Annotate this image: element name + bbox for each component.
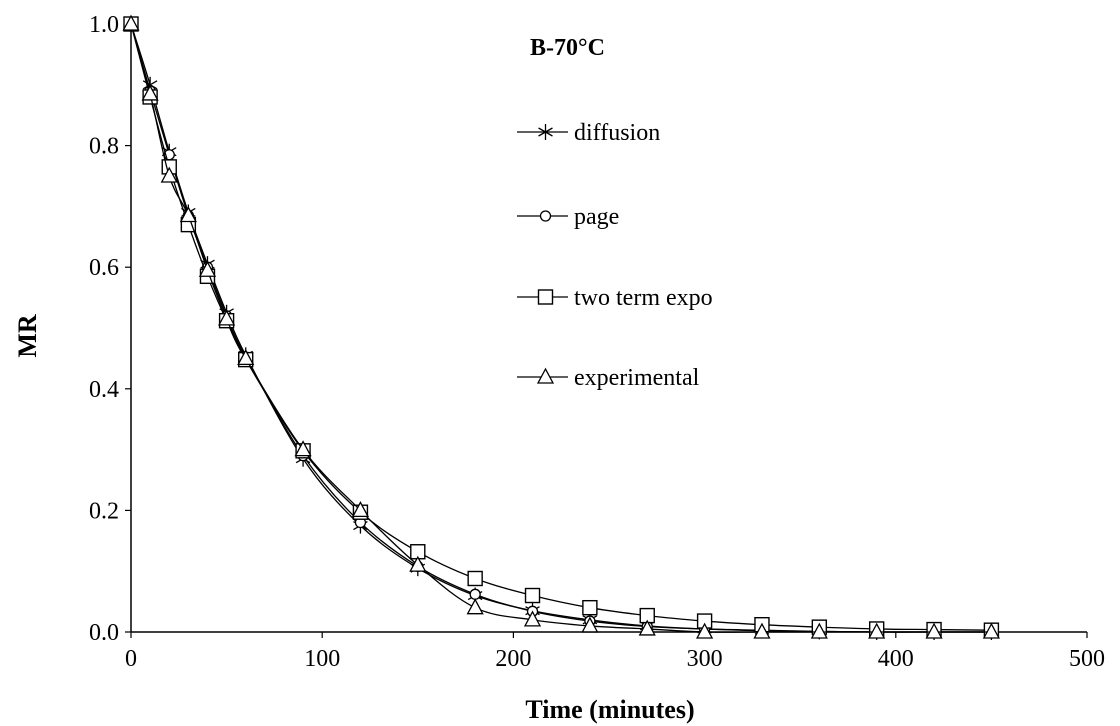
legend-item: diffusion <box>517 120 660 146</box>
legend-label: page <box>574 204 619 230</box>
legend-marker <box>538 124 553 140</box>
data-point <box>524 587 541 604</box>
x-tick-label: 100 <box>304 646 340 672</box>
data-point <box>638 619 656 636</box>
series-line <box>130 23 992 633</box>
y-tick-label: 0.0 <box>89 620 119 646</box>
series-layer <box>122 14 1000 640</box>
data-point <box>925 622 943 639</box>
data-point <box>868 622 886 639</box>
y-tick-label: 0.4 <box>89 377 119 403</box>
legend-item: two term expo <box>517 285 713 311</box>
data-point <box>467 570 483 587</box>
x-tick-label: 0 <box>125 646 137 672</box>
series-experimental <box>122 14 1000 639</box>
data-point <box>753 622 771 639</box>
x-tick-label: 500 <box>1069 646 1105 672</box>
data-point <box>469 588 481 600</box>
y-tick-label: 1.0 <box>89 12 119 38</box>
axes: 0.0 0.2 0.4 0.6 0.8 1.0 0 100 200 300 400 500 <box>89 12 1105 672</box>
data-point <box>237 349 255 366</box>
legend-label: two term expo <box>574 285 713 311</box>
legend-item: page <box>517 204 619 230</box>
legend-marker <box>536 367 555 384</box>
legend: diffusion page two term expo experimental <box>517 120 713 391</box>
legend-marker <box>537 289 554 305</box>
data-point <box>409 555 427 572</box>
y-tick-label: 0.6 <box>89 255 119 281</box>
y-tick-label: 0.2 <box>89 498 119 524</box>
series-line <box>130 23 992 633</box>
series-line <box>130 23 992 631</box>
data-point <box>141 84 159 101</box>
data-point <box>160 166 178 183</box>
series-two-term-expo <box>123 16 1000 638</box>
data-point <box>581 616 599 633</box>
data-point <box>466 598 484 615</box>
data-point <box>294 440 312 457</box>
x-tick-label: 400 <box>878 646 914 672</box>
data-point <box>982 622 1000 639</box>
data-point <box>218 309 236 326</box>
data-point <box>582 599 598 616</box>
data-point <box>810 622 828 639</box>
legend-item: experimental <box>517 365 700 391</box>
data-point <box>696 622 714 639</box>
series-diffusion <box>123 16 999 640</box>
legend-marker <box>539 210 552 222</box>
legend-label: diffusion <box>574 120 660 146</box>
series-page <box>125 18 998 638</box>
series-line <box>130 23 992 633</box>
data-point <box>198 260 217 277</box>
data-point <box>351 501 370 518</box>
x-axis-title: Time (minutes) <box>525 695 694 724</box>
data-point <box>122 14 140 31</box>
y-axis-title: MR <box>13 314 42 358</box>
legend-label: experimental <box>574 365 700 391</box>
chart-title: B-70°C <box>530 35 605 61</box>
x-tick-label: 300 <box>687 646 723 672</box>
y-tick-label: 0.8 <box>89 134 119 160</box>
data-point <box>523 610 542 627</box>
x-tick-label: 200 <box>495 646 531 672</box>
data-point <box>179 206 197 223</box>
